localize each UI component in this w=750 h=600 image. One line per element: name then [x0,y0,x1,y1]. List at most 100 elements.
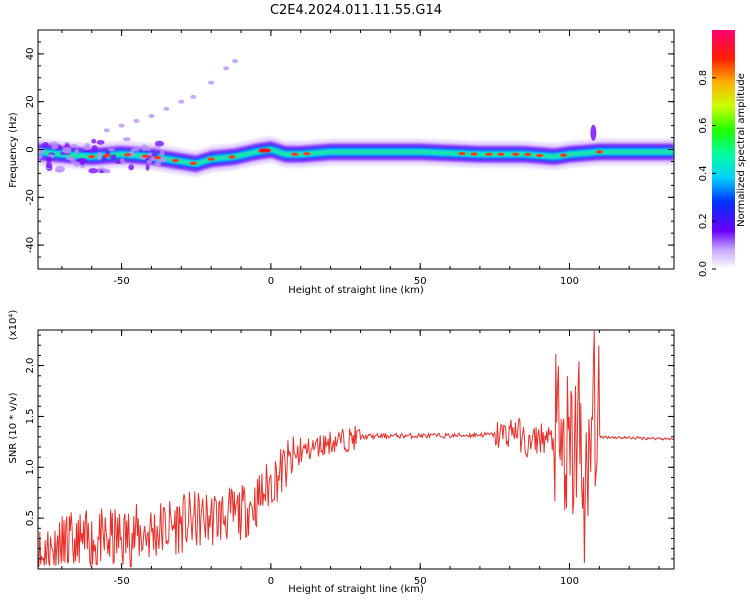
spectral-hotspot [485,152,493,156]
spectrogram-x-label: Height of straight line (km) [288,285,424,296]
spectral-speckle [74,148,80,155]
spectral-speckle [42,141,49,148]
colorbar-ticks: 0.0 0.2 0.4 0.6 0.8 [698,70,716,277]
spectral-speckle [145,164,150,171]
y-tick-label: 0 [25,146,36,152]
spectral-hotspot [103,153,111,158]
y-tick-label: -40 [25,237,36,253]
ridge-band-cyan [38,146,674,168]
drift-speckle [223,66,230,71]
spectral-speckle [85,143,91,148]
x-tick-label: 0 [268,576,274,587]
y-tick-label: 40 [25,48,36,61]
spectral-speckle [154,140,165,147]
spectral-hotspot [524,152,532,157]
drift-speckle [133,118,140,123]
spectral-speckle [45,161,53,169]
drift-speckle [208,80,215,85]
spectral-hotspot [497,152,505,156]
spectral-hotspot [303,152,311,156]
drift-speckle [178,99,185,104]
x-tick-label: 0 [268,276,274,287]
colorbar-tick-label: 0.4 [698,165,709,181]
spectral-hotspot [291,152,299,156]
colorbar-tick-label: 0.6 [698,118,709,134]
spectral-hotspot [171,158,179,163]
spectral-speckle [108,148,116,152]
snr-y-label: SNR (10 * v/v) [8,392,19,463]
spectral-speckle [69,144,78,148]
spectral-speckle [88,168,99,174]
spectral-speckle [38,147,46,155]
y-tick-label: 20 [25,95,36,108]
spectral-speckle [54,168,63,173]
colorbar-tick-label: 0.8 [698,70,709,86]
drift-speckle [118,123,125,128]
spectral-speckle [45,156,53,163]
snr-y-axis: 0.5 1.0 1.5 2.0 [25,334,674,560]
x-tick-label: 100 [560,576,579,587]
drift-speckle [148,114,155,119]
spectral-speckle [134,145,140,152]
spectral-speckle [102,168,110,173]
spectral-hotspot [536,153,544,158]
snr-x-axis: -50 0 50 100 [61,330,660,587]
spectrogram-y-label: Frequency (Hz) [8,112,19,188]
spectral-speckle [159,150,165,156]
spectral-speckle [154,161,162,167]
spectral-hotspot [141,154,149,158]
spectral-speckle [73,161,81,167]
spectral-ridge [38,59,674,177]
spectral-hotspot [207,157,215,161]
x-tick-label: -50 [113,276,129,287]
snr-y-multiplier: (x10⁴) [8,310,19,341]
spectrogram-panel: -50 0 50 100 -40 -20 0 20 40 Height of straight… [8,29,675,296]
drift-speckle [190,94,197,99]
x-tick-label: -50 [113,576,129,587]
spectral-speckle [38,154,43,160]
spectral-hotspot [470,152,478,156]
drift-speckle [103,128,110,133]
y-tick-label: 1.0 [25,459,36,475]
snr-panel: -50 0 50 100 0.5 1.0 1.5 2.0 Height of straigh… [8,310,675,595]
spectral-speckle [91,145,98,152]
snr-frame [37,329,675,570]
spectral-speckle [70,157,76,164]
spectral-speckle [115,160,122,164]
spectral-hotspot [228,155,236,159]
y-tick-label: 0.5 [25,510,36,526]
colorbar-tick-label: 0.0 [698,261,709,277]
spectral-speckle [110,154,117,160]
x-tick-label: 100 [560,276,579,287]
spectral-speckle [153,145,160,150]
snr-series-line [38,330,674,568]
spectral-speckle [123,137,131,142]
drift-speckle [163,106,170,111]
snr-x-label: Height of straight line (km) [288,584,424,595]
spectral-hotspot [258,148,271,153]
spectral-hotspot [595,150,603,154]
chart-title: C2E4.2024.011.11.55.G14 [270,3,442,18]
spectral-speckle [119,158,125,166]
spectral-hotspot [512,152,520,156]
spectral-hotspot [88,155,96,159]
spectral-hotspot [458,151,466,156]
spectral-speckle [62,146,72,154]
colorbar-label: Normalized spectral amplitude [736,73,747,227]
x-tick-label: 50 [414,276,427,287]
colorbar-tick-label: 0.2 [698,213,709,229]
spectral-hotspot [189,161,197,165]
y-tick-label: -20 [25,189,36,205]
spectral-speckle [96,139,105,145]
spectral-speckle [51,142,59,150]
y-tick-label: 1.5 [25,408,36,424]
spectral-hotspot [560,153,568,157]
x-tick-label: 50 [414,576,427,587]
spectral-speckle [128,164,134,171]
spectral-speckle [590,124,597,141]
spectral-speckle [91,138,97,144]
drift-speckle [232,59,239,64]
colorbar: 0.0 0.2 0.4 0.6 0.8 Normalized spectral ampl… [698,30,747,277]
spectral-speckle [97,154,102,161]
